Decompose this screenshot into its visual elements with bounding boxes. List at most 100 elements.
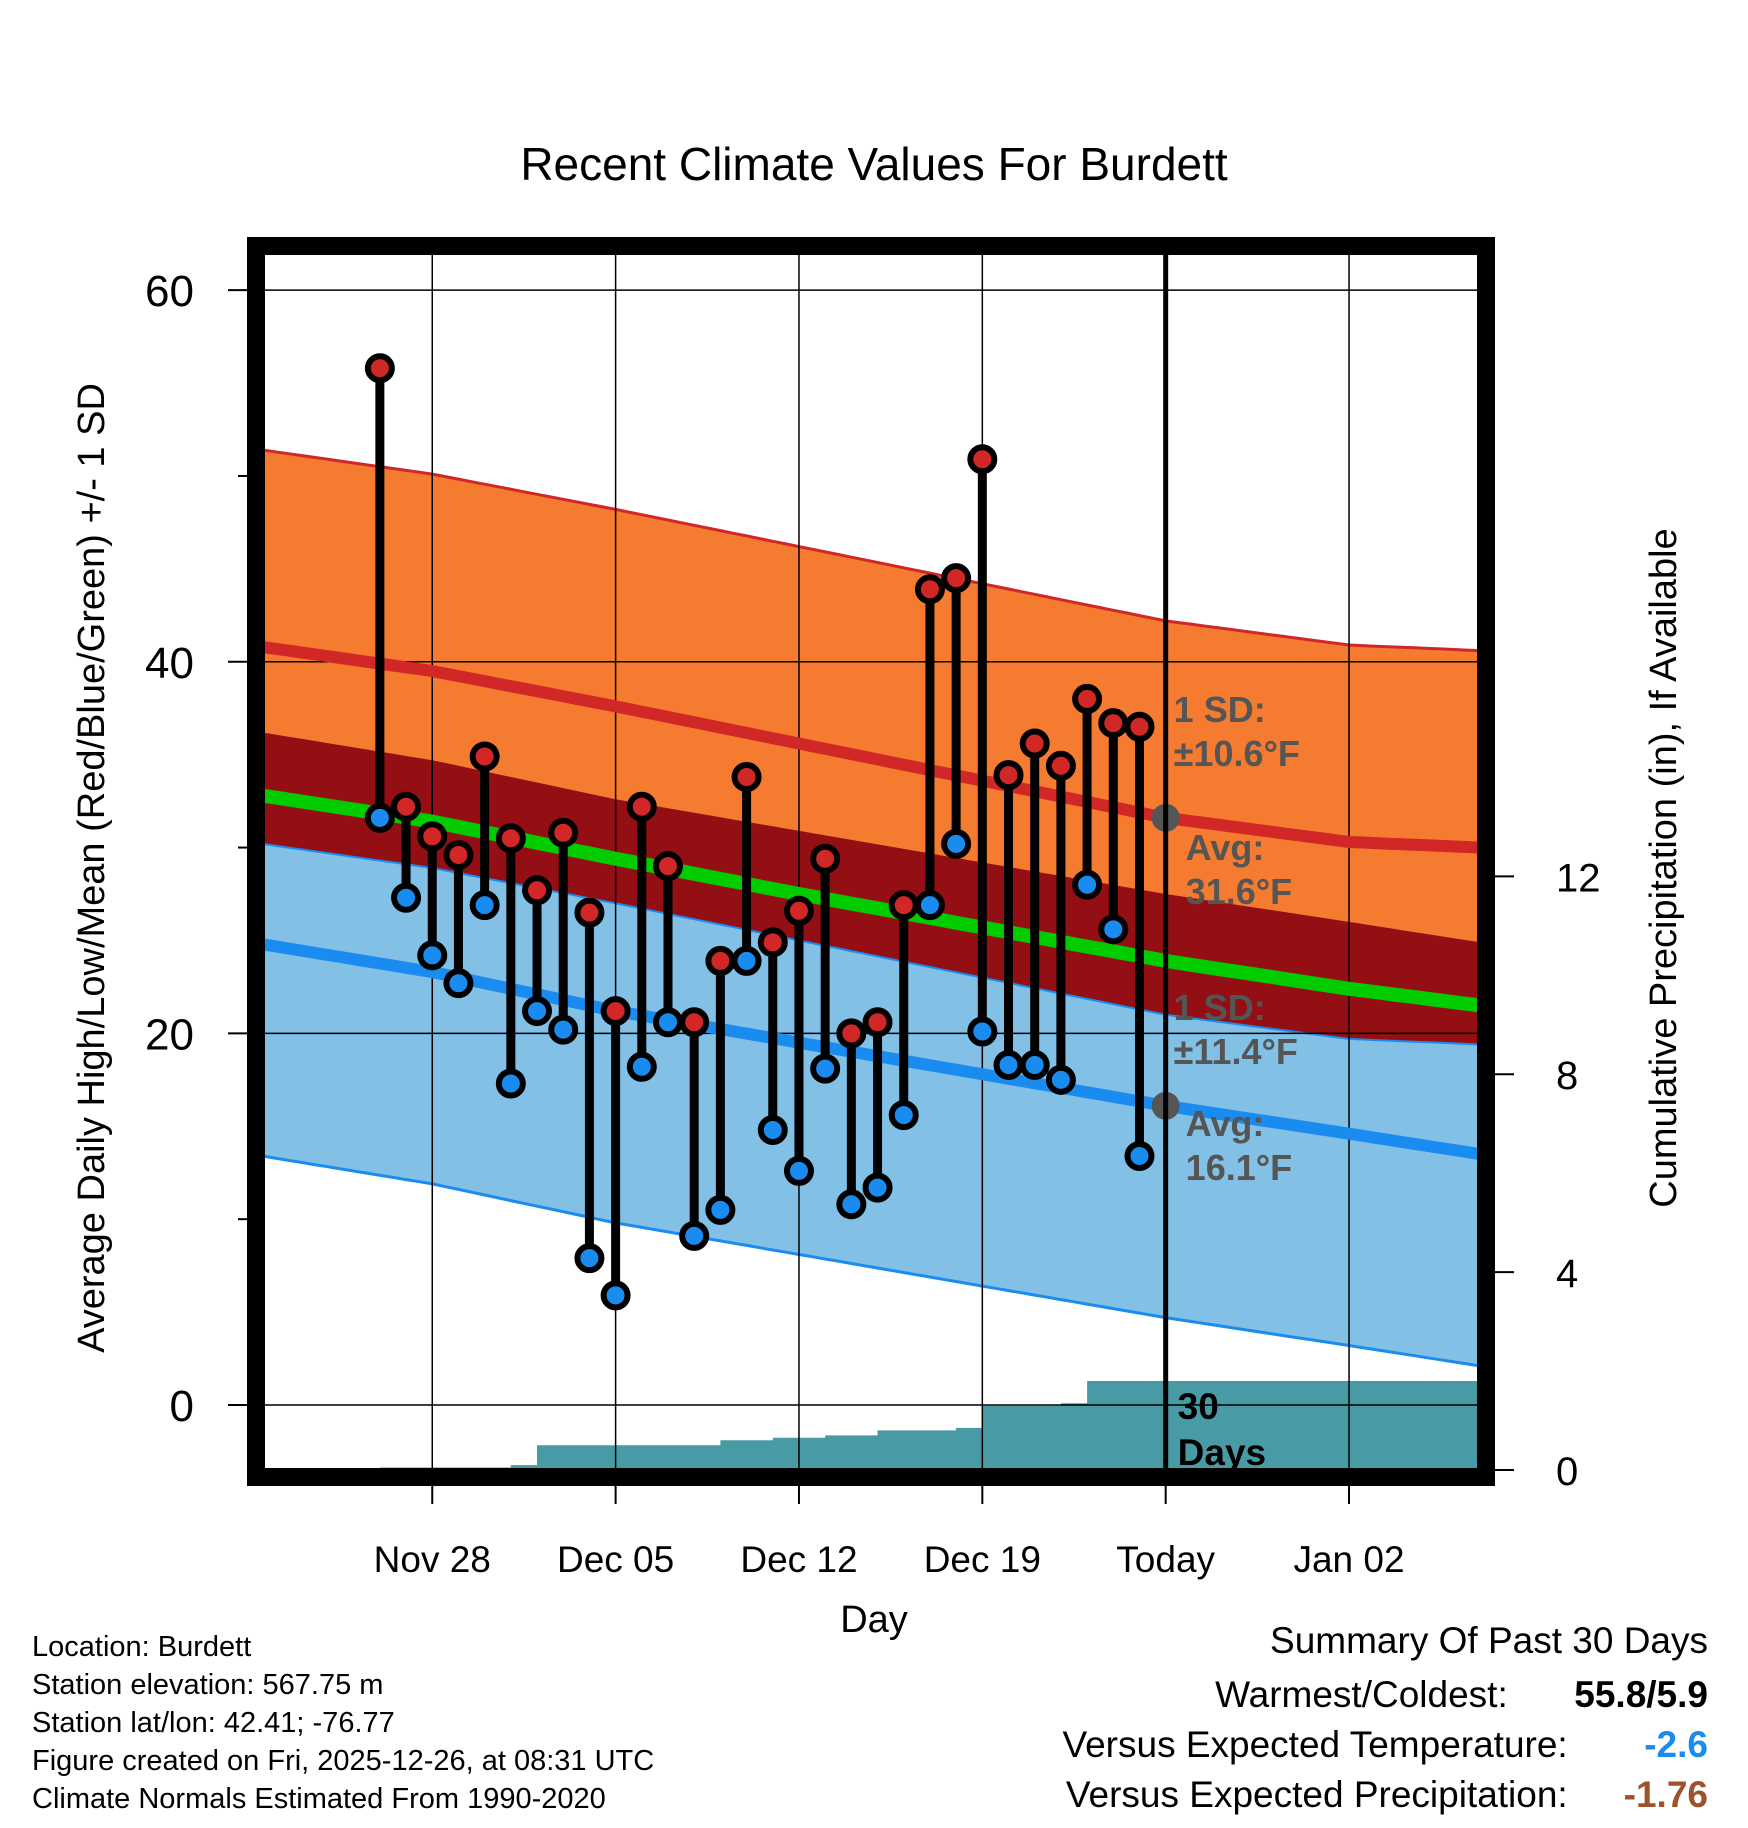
daily-high-point: [600, 996, 631, 1027]
daily-low-point: [1019, 1049, 1050, 1080]
daily-high-point: [548, 817, 579, 848]
daily-high-point: [810, 843, 841, 874]
daily-high-point: [391, 791, 422, 822]
x-tick-label: Today: [1116, 1539, 1215, 1580]
high-sd-label: ±10.6°F: [1174, 733, 1300, 774]
axes: Nov 28 Dec 05 Dec 12 Dec 19 Today Jan 0202040…: [145, 267, 1600, 1580]
daily-high-point: [443, 839, 474, 870]
high-avg-label: Avg:: [1186, 827, 1265, 868]
daily-high-point: [364, 353, 395, 384]
daily-low-point: [469, 890, 500, 921]
daily-low-point: [705, 1194, 736, 1225]
daily-low-point: [653, 1007, 683, 1038]
y-tick-label: 20: [145, 1010, 194, 1059]
daily-high-point: [1019, 728, 1050, 759]
daily-low-point: [443, 968, 474, 999]
y2-tick-label: 4: [1556, 1252, 1578, 1296]
daily-high-point: [1124, 711, 1155, 742]
daily-high-point: [574, 897, 605, 928]
daily-low-point: [967, 1016, 998, 1047]
daily-high-point: [783, 895, 814, 926]
low-avg-label: 16.1°F: [1186, 1147, 1292, 1188]
daily-low-point: [1124, 1140, 1155, 1171]
x-tick-label: Jan 02: [1293, 1539, 1404, 1580]
summary-temp-value: -2.6: [1644, 1724, 1708, 1765]
x-tick-label: Dec 12: [740, 1539, 857, 1580]
summary-warmest-value: 55.8/5.9: [1574, 1674, 1708, 1715]
high-sd-lower-line: [261, 842, 1481, 1046]
days-label: Days: [1178, 1432, 1266, 1473]
daily-high-point: [1072, 683, 1103, 714]
high-avg-label: 31.6°F: [1186, 871, 1292, 912]
daily-low-point: [1098, 914, 1129, 945]
info-elevation: Station elevation: 567.75 m: [32, 1669, 384, 1701]
daily-low-point: [757, 1114, 788, 1145]
daily-high-point: [495, 823, 526, 854]
daily-low-point: [888, 1100, 919, 1131]
daily-low-point: [391, 882, 422, 913]
info-normals: Climate Normals Estimated From 1990-2020: [32, 1783, 606, 1815]
precip-area: [379, 1381, 1480, 1470]
daily-low-point: [522, 996, 553, 1027]
summary-precip-label: Versus Expected Precipitation:: [1065, 1774, 1568, 1815]
info-created: Figure created on Fri, 2025-12-26, at 08…: [32, 1745, 655, 1777]
summary-precip-row: Versus Expected Precipitation: -1.76: [1066, 1774, 1708, 1816]
normal-high-line: [261, 640, 1481, 854]
chart-title: Recent Climate Values For Burdett: [520, 138, 1228, 190]
low-sd-label: ±11.4°F: [1174, 1031, 1298, 1072]
summary-title: Summary Of Past 30 Days: [1270, 1620, 1708, 1661]
y-axis-label: Average Daily High/Low/Mean (Red/Blue/Gr…: [71, 383, 113, 1353]
daily-high-point: [993, 760, 1024, 791]
precipitation-area: [379, 1381, 1480, 1470]
station-info: Location: Burdett Station elevation: 567…: [32, 1628, 654, 1818]
y2-tick-label: 0: [1556, 1450, 1578, 1494]
daily-high-point: [836, 1018, 867, 1049]
high-sd-label: 1 SD:: [1174, 689, 1266, 730]
low-sd-lower-line: [261, 1154, 1481, 1368]
daily-high-point: [522, 875, 553, 906]
daily-high-point: [469, 741, 500, 772]
daily-low-point: [417, 940, 448, 971]
daily-low-point: [783, 1155, 814, 1186]
daily-high-point: [1045, 750, 1076, 781]
daily-high-point: [653, 851, 683, 882]
daily-high-point: [757, 927, 788, 958]
normal-mean-line: [260, 788, 1481, 1013]
daily-low-point: [548, 1014, 579, 1045]
daily-low-point: [1045, 1064, 1076, 1095]
daily-high-point: [967, 444, 998, 475]
info-location: Location: Burdett: [32, 1631, 252, 1663]
daily-low-point: [836, 1189, 867, 1220]
daily-low-point: [574, 1243, 605, 1274]
plot-border: [247, 237, 1495, 1486]
low-sd-label: 1 SD:: [1174, 987, 1266, 1028]
y2-tick-label: 12: [1556, 856, 1601, 900]
daily-high-point: [731, 761, 762, 792]
daily-high-point: [888, 890, 919, 921]
days-label: 30: [1178, 1386, 1219, 1427]
daily-low-point: [810, 1053, 841, 1084]
daily-high-point: [626, 791, 657, 822]
summary-warmest-row: Warmest/Coldest: 55.8/5.9: [1215, 1674, 1708, 1716]
daily-low-point: [364, 802, 395, 833]
daily-low-point: [679, 1220, 710, 1251]
daily-high-point: [914, 574, 945, 605]
daily-low-point: [914, 890, 945, 921]
daily-high-point: [417, 821, 448, 852]
high-sd-upper-line: [261, 448, 1481, 653]
summary-temp-row: Versus Expected Temperature: -2.6: [1062, 1724, 1708, 1766]
daily-low-point: [626, 1051, 657, 1082]
y-tick-label: 0: [170, 1382, 194, 1431]
info-latlon: Station lat/lon: 42.41; -76.77: [32, 1707, 395, 1739]
daily-high-point: [679, 1007, 710, 1038]
x-tick-label: Dec 05: [557, 1539, 674, 1580]
daily-low-point: [1072, 869, 1103, 900]
x-tick-label: Nov 28: [374, 1539, 491, 1580]
daily-observations: [364, 353, 1155, 1311]
daily-high-point: [941, 563, 972, 594]
daily-low-point: [993, 1049, 1024, 1080]
daily-high-point: [705, 945, 736, 976]
daily-high-point: [1098, 708, 1129, 739]
